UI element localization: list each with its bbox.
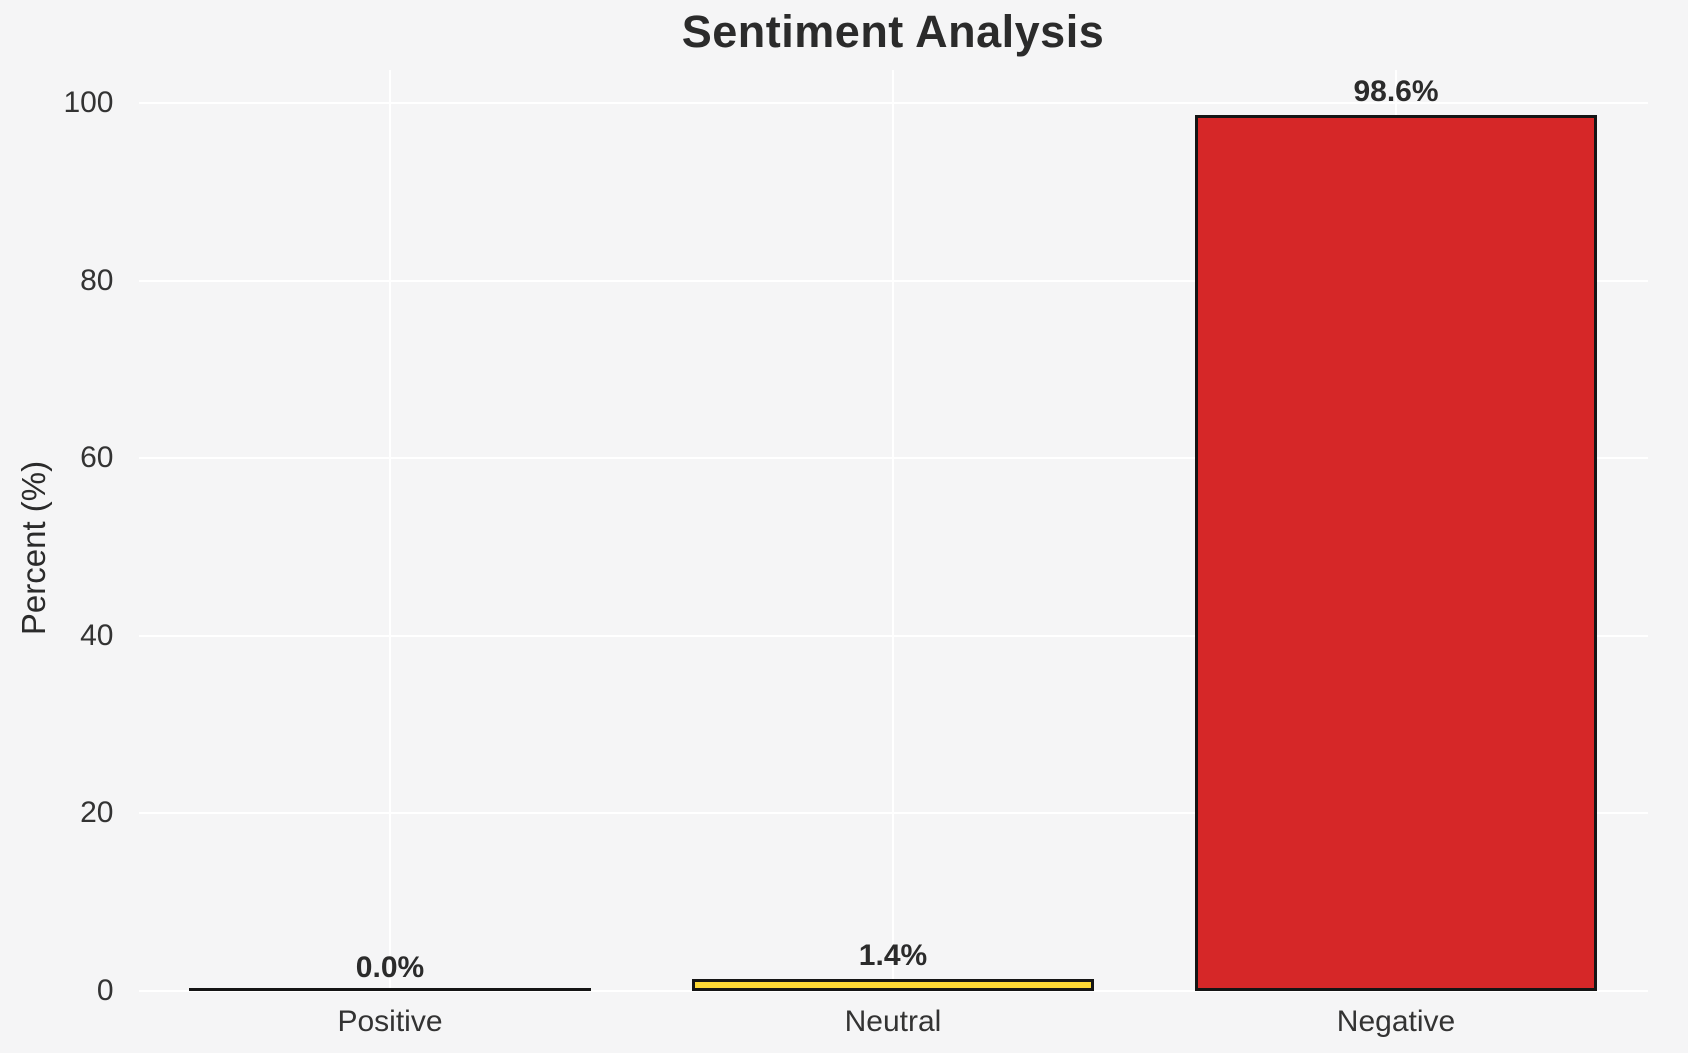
y-axis-label: Percent (%) — [15, 460, 52, 636]
gridline-vertical — [892, 70, 894, 991]
x-category-label: Negative — [1336, 1005, 1456, 1038]
bar-negative — [1194, 115, 1598, 991]
y-tick-label: 0 — [96, 974, 114, 1007]
gridline-horizontal — [138, 990, 1648, 992]
gridline-vertical — [389, 70, 391, 991]
chart-title: Sentiment Analysis — [681, 6, 1105, 57]
bar-neutral — [691, 978, 1095, 991]
bar-value-label: 98.6% — [1353, 75, 1439, 109]
y-tick-label: 80 — [80, 263, 114, 297]
y-tick-label: 100 — [63, 86, 114, 119]
bar-value-label: 0.0% — [355, 951, 425, 984]
x-category-label: Positive — [337, 1005, 443, 1038]
x-category-label: Neutral — [844, 1005, 942, 1038]
y-tick-label: 40 — [80, 618, 114, 652]
bar-value-label: 1.4% — [858, 938, 928, 972]
bar-positive — [188, 988, 592, 991]
y-tick-label: 60 — [80, 441, 114, 475]
y-tick-label: 20 — [80, 796, 114, 830]
